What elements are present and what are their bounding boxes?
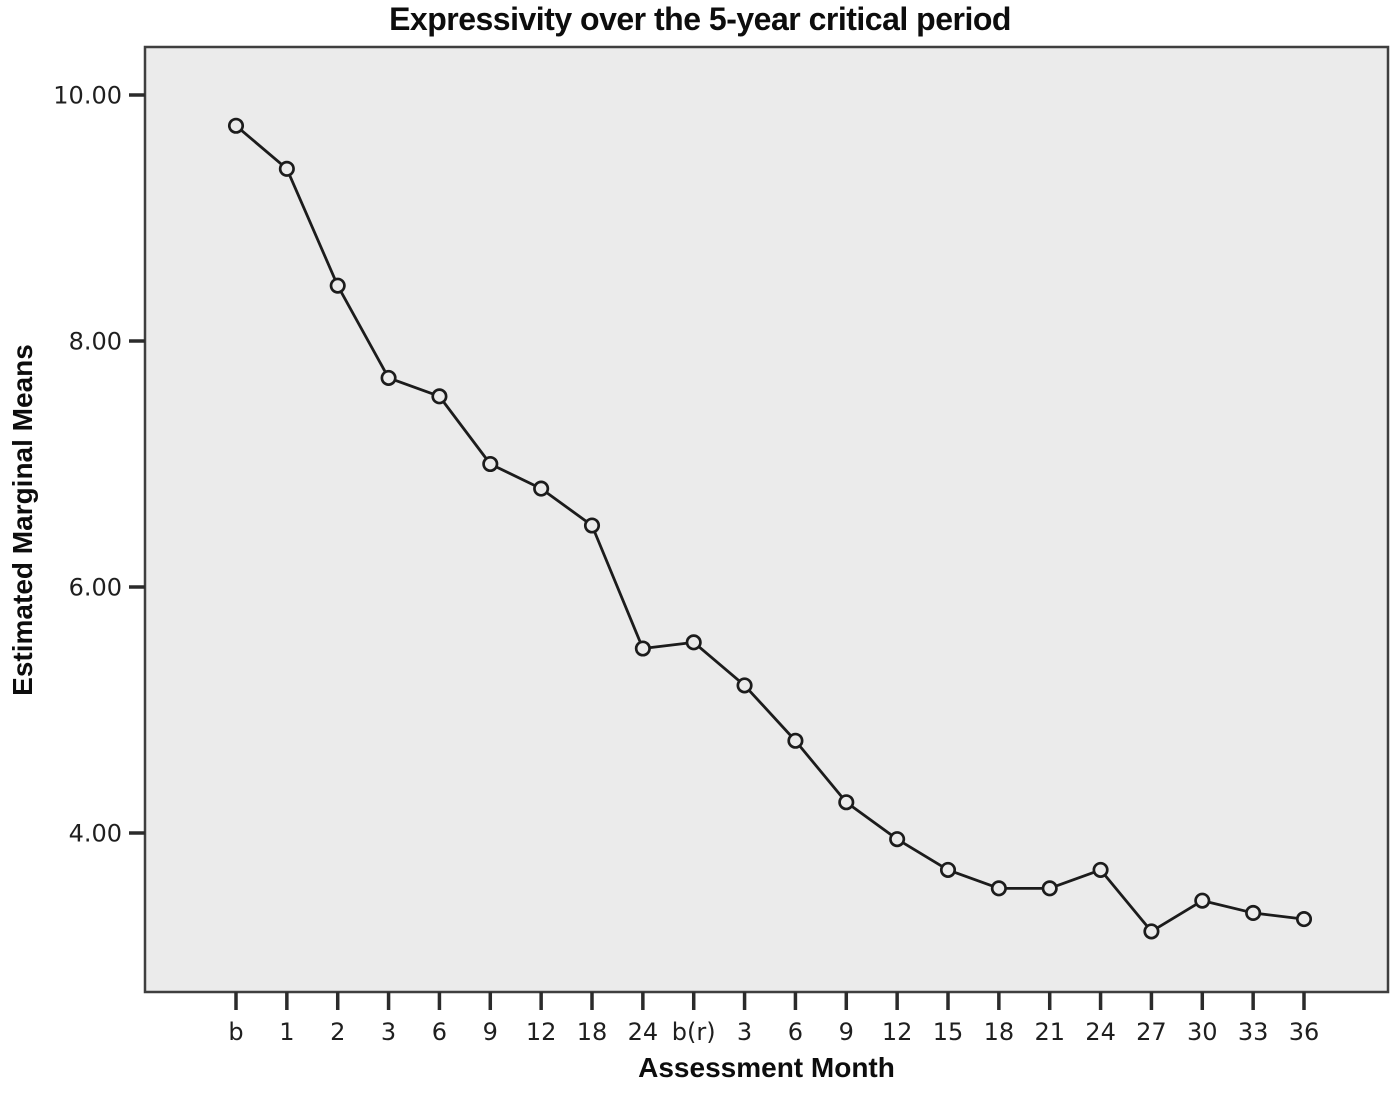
x-axis-tick-label: 27 <box>1136 1018 1167 1046</box>
data-point-marker <box>1194 892 1211 909</box>
x-axis-tick-label: b(r) <box>672 1018 716 1046</box>
data-point-marker <box>1245 904 1262 921</box>
x-axis-tick-label: b <box>228 1018 243 1046</box>
x-axis-tick-label: 9 <box>839 1018 854 1046</box>
data-point-marker <box>990 880 1007 897</box>
x-axis-tick-label: 9 <box>483 1018 498 1046</box>
data-point-marker <box>380 369 397 386</box>
x-axis-tick-label: 6 <box>432 1018 447 1046</box>
data-point-marker <box>634 640 651 657</box>
x-axis-tick-label: 36 <box>1289 1018 1320 1046</box>
x-axis-tick-label: 15 <box>933 1018 964 1046</box>
x-axis-tick-label: 33 <box>1238 1018 1269 1046</box>
x-axis-tick-label: 30 <box>1187 1018 1218 1046</box>
data-point-marker <box>329 277 346 294</box>
data-point-marker <box>889 831 906 848</box>
x-axis-tick-label: 21 <box>1034 1018 1065 1046</box>
x-axis-tick-label: 3 <box>381 1018 396 1046</box>
y-axis-tick-label: 10.00 <box>53 82 122 110</box>
data-point-marker <box>1143 923 1160 940</box>
data-point-marker <box>838 794 855 811</box>
x-axis-tick-label: 2 <box>330 1018 345 1046</box>
x-axis-tick-label: 1 <box>279 1018 294 1046</box>
data-point-marker <box>482 455 499 473</box>
data-point-marker <box>939 861 957 878</box>
x-axis-tick-label: 24 <box>628 1018 659 1046</box>
y-axis-tick-label: 6.00 <box>69 574 122 602</box>
x-axis-tick-label: 18 <box>984 1018 1015 1046</box>
y-axis-tick-label: 4.00 <box>69 820 122 848</box>
x-axis-tick-label: 12 <box>882 1018 913 1046</box>
data-point-marker <box>227 117 245 134</box>
data-point-marker <box>1041 880 1058 897</box>
series-line <box>234 124 1306 933</box>
x-axis-tick-label: 18 <box>577 1018 608 1046</box>
x-axis-tick-label: 3 <box>737 1018 752 1046</box>
data-point-marker <box>1295 911 1313 928</box>
data-point-marker <box>533 480 550 497</box>
x-axis-title: Assessment Month <box>638 1052 895 1083</box>
x-axis-tick-label: 24 <box>1085 1018 1116 1046</box>
data-point-marker <box>787 732 804 749</box>
data-point-marker <box>1092 861 1109 878</box>
data-point-marker <box>431 388 448 405</box>
data-point-marker <box>736 677 753 694</box>
x-axis-tick-label: 12 <box>526 1018 557 1046</box>
plot-area <box>143 45 1390 994</box>
chart-title: Expressivity over the 5-year critical pe… <box>389 1 1011 37</box>
y-axis-tick-label: 8.00 <box>69 328 122 356</box>
x-axis-tick-label: 6 <box>788 1018 803 1046</box>
data-point-marker <box>278 160 295 177</box>
data-point-marker <box>685 634 702 651</box>
data-point-marker <box>583 517 601 534</box>
